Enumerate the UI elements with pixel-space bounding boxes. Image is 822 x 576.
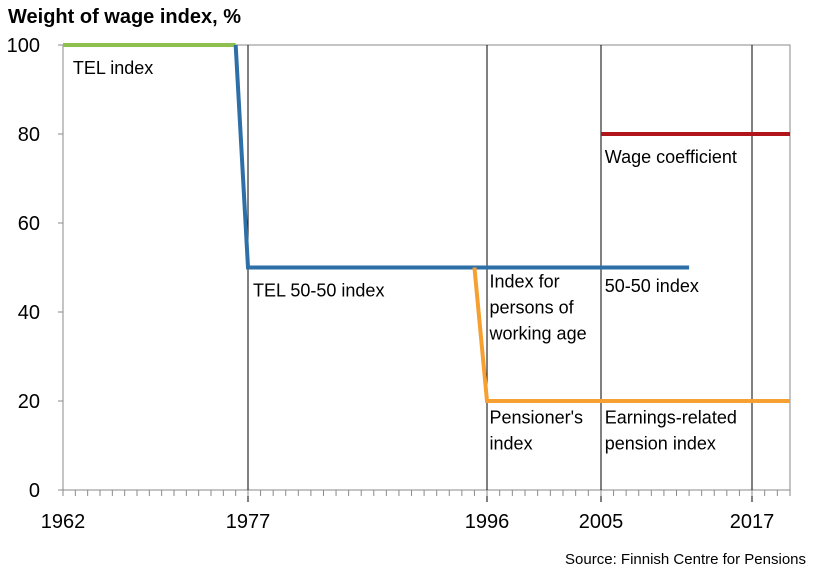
y-tick-label: 100 <box>7 35 40 57</box>
annotation-line: working age <box>489 324 587 344</box>
annotation-label: TEL 50-50 index <box>253 280 384 300</box>
series-line-2 <box>233 44 690 270</box>
y-tick-label: 40 <box>18 302 40 324</box>
annotation-line: Pensioner's <box>490 407 584 427</box>
annotation-label: Index for persons of working age <box>489 272 587 344</box>
source-note: Source: Finnish Centre for Pensions <box>565 551 806 568</box>
y-tick-label: 60 <box>18 213 40 235</box>
chart-title: Weight of wage index, % <box>8 6 241 28</box>
annotation-line: TEL index <box>73 58 153 78</box>
x-tick-label: 2005 <box>579 511 624 533</box>
x-tick-label: 1977 <box>226 511 271 533</box>
annotation-line: TEL 50-50 index <box>253 280 384 300</box>
y-tick-label: 80 <box>18 124 40 146</box>
annotation-line: 50-50 index <box>605 276 699 296</box>
annotation-line: Wage coefficient <box>605 147 737 167</box>
y-tick-label: 0 <box>29 480 40 502</box>
annotation-line: persons of <box>490 298 575 318</box>
annotation-line: Earnings-related <box>605 407 737 427</box>
annotation-label: Earnings-related pension index <box>605 407 737 453</box>
annotation-line: Index for <box>490 272 560 292</box>
annotation-line: index <box>490 433 533 453</box>
annotation-label: Wage coefficient <box>605 147 737 167</box>
x-tick-label: 1962 <box>41 511 86 533</box>
annotation-label: 50-50 index <box>605 276 699 296</box>
y-tick-label: 20 <box>18 391 40 413</box>
series-line-3 <box>472 267 790 403</box>
annotation-label: Pensioner's index <box>490 407 584 453</box>
plot-frame <box>62 44 791 491</box>
annotation-label: TEL index <box>73 58 153 78</box>
x-tick-label: 2017 <box>730 511 775 533</box>
annotation-line: pension index <box>605 433 716 453</box>
x-tick-label: 1996 <box>465 511 510 533</box>
